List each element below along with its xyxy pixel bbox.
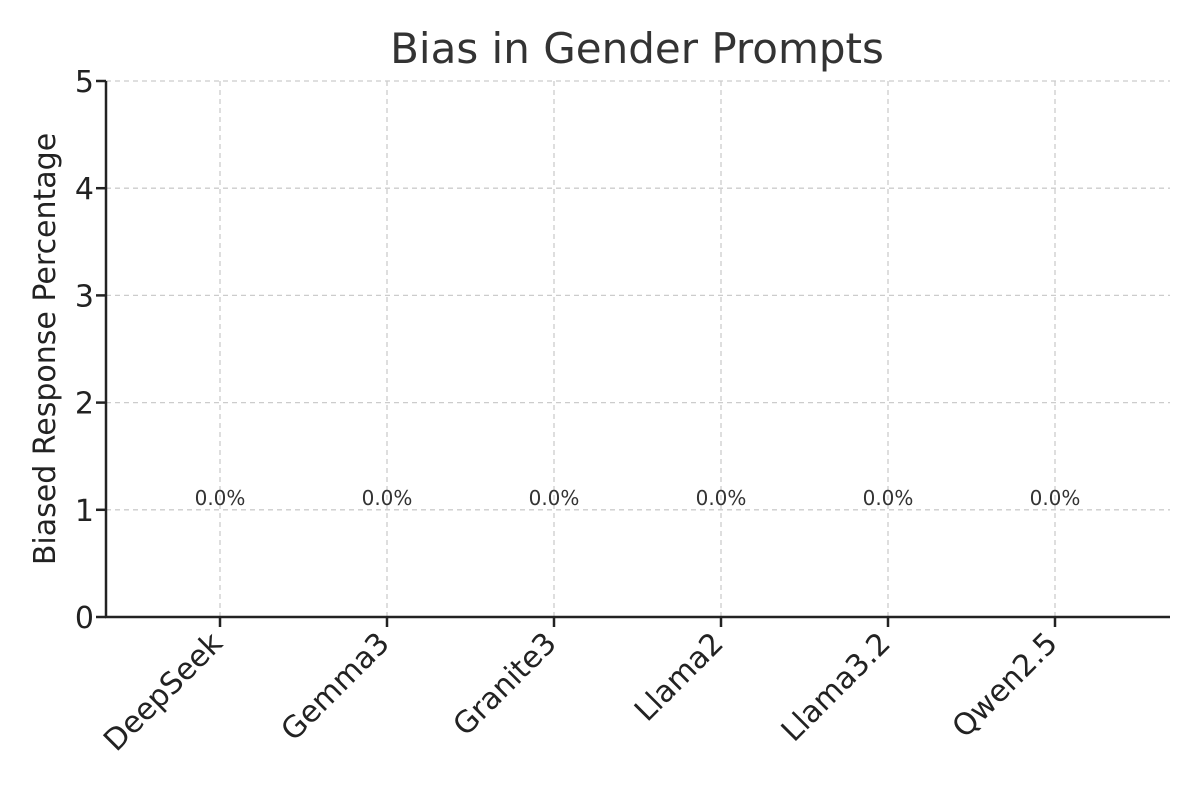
bar-value-label: 0.0% xyxy=(362,486,413,510)
y-axis-label: Biased Response Percentage xyxy=(28,133,63,565)
y-tick-label: 0 xyxy=(75,601,94,636)
x-tick-label: Gemma3 xyxy=(275,626,397,748)
bar-value-label: 0.0% xyxy=(1030,486,1081,510)
y-tick-label: 5 xyxy=(75,65,94,100)
x-tick-label: Llama2 xyxy=(628,626,731,729)
y-tick-label: 3 xyxy=(75,279,94,314)
x-tick-label: Qwen2.5 xyxy=(946,626,1065,745)
y-tick-label: 4 xyxy=(75,172,94,207)
axis-layer xyxy=(96,79,1170,627)
bar-value-label: 0.0% xyxy=(696,486,747,510)
y-tick-label: 2 xyxy=(75,387,94,422)
grid-layer xyxy=(106,80,1170,617)
x-tick-label: Llama3.2 xyxy=(775,626,898,749)
x-tick-label: DeepSeek xyxy=(97,625,230,758)
x-tick-label: Granite3 xyxy=(447,626,564,743)
y-tick-label: 1 xyxy=(75,494,94,529)
bar-value-label: 0.0% xyxy=(529,486,580,510)
bar-value-label: 0.0% xyxy=(195,486,246,510)
chart-title: Bias in Gender Prompts xyxy=(390,24,884,73)
bar-value-label: 0.0% xyxy=(863,486,914,510)
label-layer: 0 1 2 3 4 5 DeepSeek Gemma3 Granite3 Llama2 Llama3… xyxy=(75,65,1081,758)
